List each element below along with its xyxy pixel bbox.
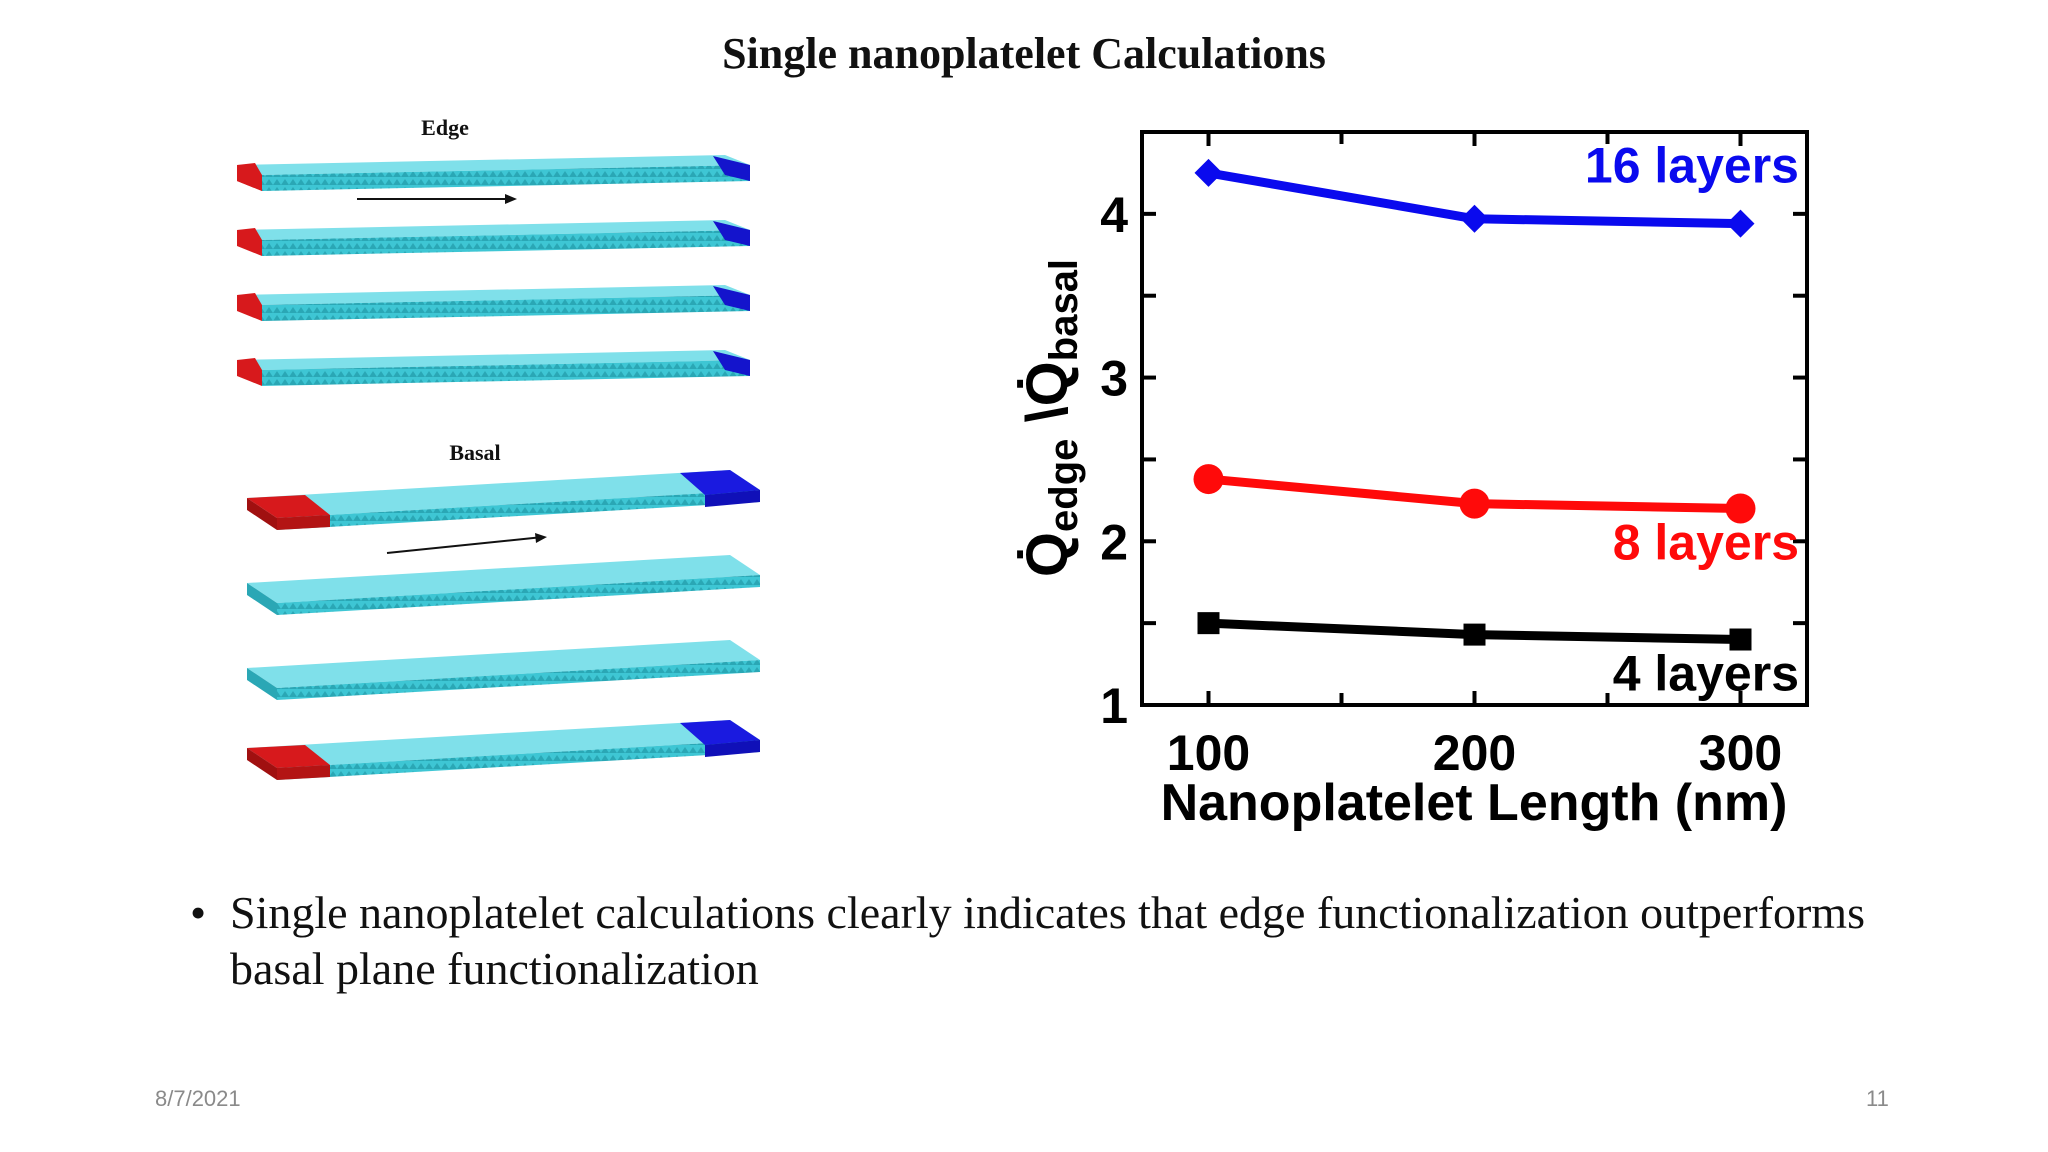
series-layer: [1193, 158, 1756, 651]
series-label: 16 layers: [1585, 138, 1799, 194]
x-tick-label: 200: [1433, 725, 1516, 781]
data-point: [1726, 209, 1755, 238]
basal-platelet: [247, 470, 760, 530]
edge-platelet: [237, 220, 750, 256]
basal-platelet: [247, 555, 760, 615]
basal-platelet: [247, 720, 760, 780]
y-axis-label: Q̇edge \Q̇basal: [1015, 259, 1085, 577]
series-label: 8 layers: [1613, 514, 1799, 570]
y-label-sep: \Q̇: [1015, 361, 1080, 438]
y-tick-label: 1: [1100, 678, 1128, 734]
basal-arrow: [386, 533, 547, 554]
y-label-basal-sub: basal: [1042, 259, 1086, 361]
edge-label: Edge: [421, 115, 469, 140]
edge-platelet: [237, 285, 750, 321]
slide-title: Single nanoplatelet Calculations: [722, 29, 1326, 78]
footer-date: 8/7/2021: [155, 1086, 241, 1111]
data-point: [1193, 464, 1224, 495]
bullet-dot: •: [190, 887, 207, 938]
basal-platelet: [247, 640, 760, 700]
y-label-q-edge: Q̇: [1015, 532, 1080, 577]
data-point: [1729, 628, 1752, 651]
series-label: 4 layers: [1613, 645, 1799, 701]
y-tick-label: 3: [1100, 351, 1128, 407]
y-tick-label: 4: [1100, 187, 1128, 243]
edge-arrow: [357, 194, 517, 204]
edge-platelet: [237, 155, 750, 191]
tick-labels: 100 200 300 1 2 3 4: [1100, 187, 1782, 781]
data-point: [1194, 158, 1223, 187]
data-point: [1460, 204, 1489, 233]
data-point: [1197, 612, 1220, 635]
edge-platelet: [237, 350, 750, 386]
basal-label: Basal: [449, 440, 500, 465]
basal-platelets: [247, 470, 760, 780]
y-label-edge-sub: edge: [1042, 439, 1086, 532]
nanoplatelet-figure: Edge Bas: [237, 115, 760, 780]
x-axis-label: Nanoplatelet Length (nm): [1161, 774, 1788, 832]
x-tick-label: 100: [1167, 725, 1250, 781]
x-tick-label: 300: [1699, 725, 1782, 781]
bullet-text: Single nanoplatelet calculations clearly…: [230, 887, 1865, 994]
data-point: [1725, 493, 1756, 524]
data-point: [1459, 488, 1490, 519]
y-tick-label: 2: [1100, 514, 1128, 570]
edge-platelets: [237, 155, 750, 386]
svg-text:Q̇edge \Q̇basal: Q̇edge \Q̇basal: [1015, 259, 1085, 577]
axis-ticks: [1142, 132, 1807, 707]
data-point: [1463, 623, 1486, 646]
series-labels: 16 layers 8 layers 4 layers: [1585, 138, 1799, 702]
bullet-point: • Single nanoplatelet calculations clear…: [190, 885, 1890, 997]
footer-page-number: 11: [1866, 1086, 1889, 1111]
